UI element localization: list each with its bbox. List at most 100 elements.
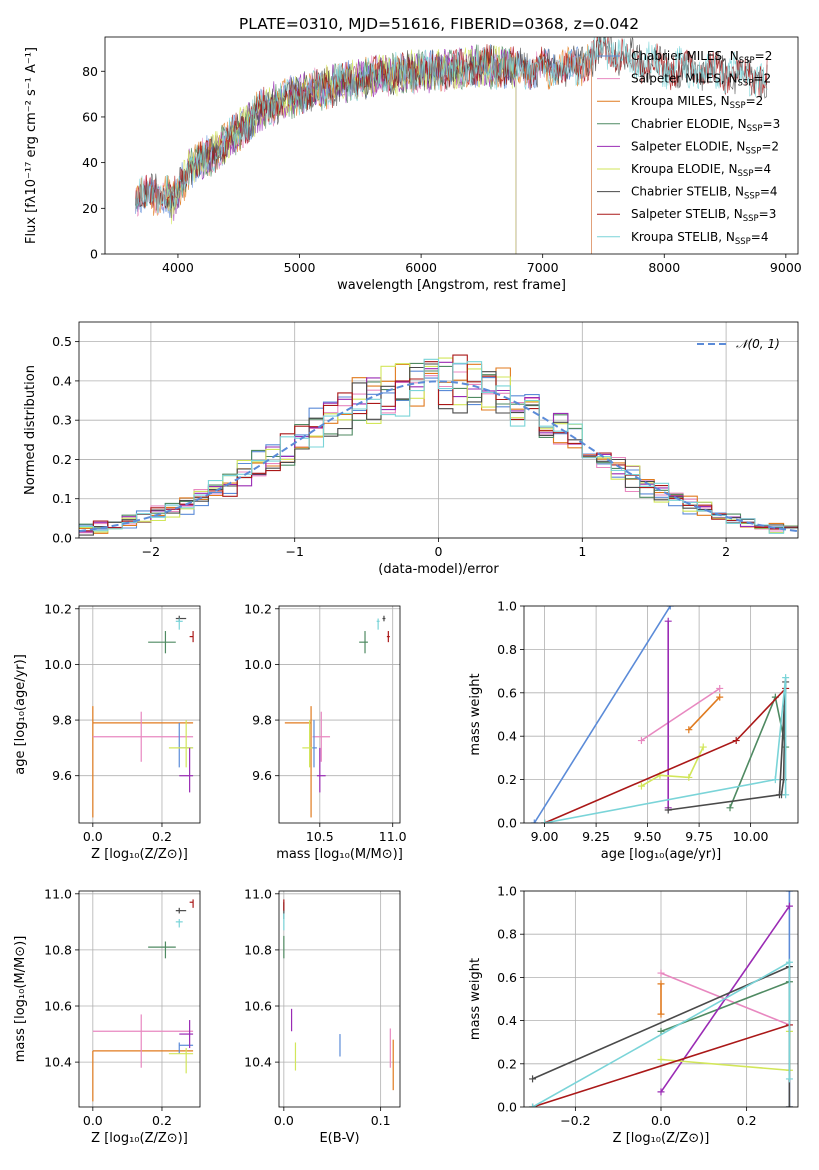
weight-marker-kroupa-elodie xyxy=(637,782,645,790)
weight-marker-kroupa-elodie xyxy=(685,773,693,781)
weight-marker-kroupa-stelib xyxy=(771,776,779,784)
weight-marker-kroupa-stelib xyxy=(782,674,790,682)
x-tick-label: 9.25 xyxy=(582,829,610,844)
axes-frame xyxy=(523,605,799,824)
weight-marker-kroupa-stelib xyxy=(785,1075,793,1083)
x-axis-label: Z [log₁₀(Z/Z⊙)] xyxy=(91,847,188,862)
x-axis-label: Z [log₁₀(Z/Z⊙)] xyxy=(91,1131,188,1146)
legend-label-sub: SSP xyxy=(738,169,754,179)
plot-area-weight_vs_Z xyxy=(529,891,793,1107)
axes-frame xyxy=(104,36,799,255)
y-tick-label: 0.4 xyxy=(497,1013,517,1028)
legend-label-chabrier-stelib: Chabrier STELIB, NSSP=4 xyxy=(631,185,778,202)
legend-label-end: =3 xyxy=(763,117,781,131)
y-tick-label: 10.0 xyxy=(244,657,272,672)
x-tick-label: 4000 xyxy=(162,260,194,275)
axes-frame xyxy=(278,890,401,1108)
weight-marker-kroupa-elodie xyxy=(657,1055,665,1063)
legend-label-sub: SSP xyxy=(735,237,751,247)
legend-label-main: Kroupa STELIB, N xyxy=(631,230,735,244)
panel-age_vs_Z: 0.0 0.2 9.6 9.8 10.0 10.2 Z [log₁₀(Z/Z⊙)] age [… xyxy=(13,601,201,862)
x-tick-label: 0.2 xyxy=(152,1113,172,1128)
x-axis-label: wavelength [Angstrom, rest frame] xyxy=(337,278,566,293)
weight-marker-kroupa-miles xyxy=(716,693,724,701)
y-tick-label: 0.5 xyxy=(52,334,72,349)
x-axis-label: E(B-V) xyxy=(319,1131,359,1146)
x-tick-label: 0.0 xyxy=(83,1113,103,1128)
y-tick-label: 9.8 xyxy=(252,713,272,728)
x-tick-label: 0.1 xyxy=(371,1113,391,1128)
plot-area-age_vs_mass xyxy=(284,615,390,818)
x-tick-label: 9.50 xyxy=(634,829,662,844)
y-tick-label: 1.0 xyxy=(497,599,517,614)
y-tick-label: 9.6 xyxy=(52,768,72,783)
spectrum-line-chabrier-stelib xyxy=(135,37,768,219)
weight-marker-salpeter-miles xyxy=(657,969,665,977)
y-tick-label: 40 xyxy=(82,155,98,170)
plot-area-mass_vs_EBV xyxy=(283,899,394,1091)
x-tick-label: 0.2 xyxy=(152,829,172,844)
x-tick-label: −0.2 xyxy=(560,1113,590,1128)
legend-label-end: =2 xyxy=(761,139,779,153)
legend-label-main: Salpeter STELIB, N xyxy=(631,207,743,221)
legend-label-salpeter-elodie: Salpeter ELODIE, NSSP=2 xyxy=(631,139,779,156)
weight-marker-chabrier-miles xyxy=(785,891,793,895)
y-tick-label: 10.2 xyxy=(44,601,72,616)
x-tick-label: 0.0 xyxy=(83,829,103,844)
spectrum-line-kroupa-stelib xyxy=(135,37,768,214)
weight-marker-salpeter-miles xyxy=(637,737,645,745)
weight-line-kroupa-elodie xyxy=(640,746,704,787)
y-tick-label: 80 xyxy=(82,64,98,79)
y-tick-label: 0.4 xyxy=(497,729,517,744)
x-axis-label: age [log₁₀(age/yr)] xyxy=(601,847,722,862)
weight-marker-chabrier-miles xyxy=(666,606,674,610)
x-axis-label: mass [log₁₀(M/M⊙)] xyxy=(276,847,403,862)
x-tick-label: 1 xyxy=(578,544,586,559)
legend-label-end: =4 xyxy=(751,230,769,244)
y-tick-label: 0.8 xyxy=(497,927,517,942)
x-tick-label: 0.0 xyxy=(274,1113,294,1128)
y-tick-label: 0.6 xyxy=(497,970,517,985)
plot-area-mass_vs_Z xyxy=(92,899,194,1102)
y-tick-label: 10.8 xyxy=(244,942,272,957)
panel-mass_vs_EBV: 0.0 0.1 10.4 10.6 10.8 11.0 E(B-V) xyxy=(244,886,401,1146)
plot-area-spectrum xyxy=(135,37,768,254)
legend-label-sub: SSP xyxy=(738,79,754,89)
x-tick-label: 0 xyxy=(435,544,443,559)
legend-label-sub: SSP xyxy=(739,56,755,66)
legend-label-end: =2 xyxy=(753,72,771,86)
legend-label-salpeter-miles: Salpeter MILES, NSSP=2 xyxy=(631,72,771,89)
weight-marker-salpeter-elodie xyxy=(664,617,672,625)
spectrum-line-chabrier-elodie xyxy=(165,44,517,254)
x-tick-label: 10.00 xyxy=(733,829,769,844)
y-tick-label: 10.6 xyxy=(244,999,272,1014)
legend-label-main: Chabrier STELIB, N xyxy=(631,185,744,199)
axes-frame xyxy=(78,321,799,539)
legend-label-kroupa-miles: Kroupa MILES, NSSP=2 xyxy=(631,94,763,111)
plot-area-weight_vs_age xyxy=(530,606,790,823)
y-tick-label: 0.0 xyxy=(497,816,517,831)
y-tick-label: 9.8 xyxy=(52,713,72,728)
weight-marker-kroupa-miles xyxy=(657,1010,665,1018)
weight-marker-salpeter-miles xyxy=(716,684,724,692)
weight-marker-salpeter-elodie xyxy=(657,1088,665,1096)
panel-weight_vs_age: 9.00 9.25 9.50 9.75 10.00 0.0 0.2 0.4 0.6 0.8 1.0 a… xyxy=(468,599,799,862)
x-tick-label: 10.5 xyxy=(306,829,334,844)
weight-marker-chabrier-elodie xyxy=(726,804,734,812)
legend-label-end: =4 xyxy=(760,185,778,199)
legend-label-end: =2 xyxy=(746,94,764,108)
y-tick-label: 10.6 xyxy=(44,999,72,1014)
y-tick-label: 0.4 xyxy=(52,373,72,388)
legend-label-end: =2 xyxy=(755,49,773,63)
x-tick-label: 11.0 xyxy=(379,829,407,844)
legend-label-main: Kroupa MILES, N xyxy=(631,94,730,108)
legend-label-sub: SSP xyxy=(730,101,746,111)
x-tick-label: 5000 xyxy=(284,260,316,275)
legend-label-sub: SSP xyxy=(743,214,759,224)
y-tick-label: 0.6 xyxy=(497,685,517,700)
normal-reference-curve xyxy=(79,380,798,533)
legend-label-chabrier-elodie: Chabrier ELODIE, NSSP=3 xyxy=(631,117,780,134)
y-tick-label: 0.0 xyxy=(497,1100,517,1115)
panel-residuals: −2 −1 0 1 2 0.0 0.1 0.2 0.3 0.4 0.5 (data-model)/er… xyxy=(23,321,799,577)
